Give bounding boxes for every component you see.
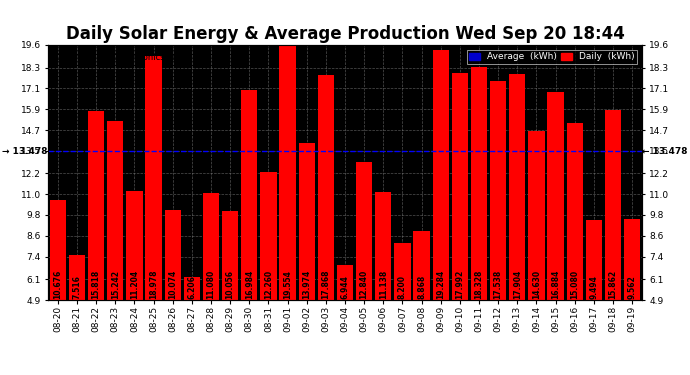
- Text: 7.516: 7.516: [72, 275, 81, 299]
- Text: 11.138: 11.138: [379, 270, 388, 299]
- Bar: [126, 190, 143, 300]
- Text: 12.840: 12.840: [359, 270, 368, 299]
- Bar: [184, 278, 200, 300]
- Text: 15.818: 15.818: [92, 270, 101, 299]
- Text: 13.974: 13.974: [302, 270, 311, 299]
- Text: 17.538: 17.538: [493, 270, 502, 299]
- Bar: [471, 67, 487, 300]
- Bar: [624, 219, 640, 300]
- Text: 6.206: 6.206: [188, 275, 197, 299]
- Text: → 13.478: → 13.478: [2, 147, 48, 156]
- Bar: [547, 92, 564, 300]
- Text: 11.204: 11.204: [130, 270, 139, 299]
- Bar: [356, 162, 373, 300]
- Bar: [260, 172, 277, 300]
- Title: Daily Solar Energy & Average Production Wed Sep 20 18:44: Daily Solar Energy & Average Production …: [66, 26, 624, 44]
- Bar: [69, 255, 85, 300]
- Text: 9.494: 9.494: [589, 275, 598, 299]
- Text: 16.884: 16.884: [551, 270, 560, 299]
- Bar: [413, 231, 430, 300]
- Bar: [241, 90, 257, 300]
- Bar: [279, 46, 296, 300]
- Bar: [222, 210, 238, 300]
- Text: ← 13.478: ← 13.478: [642, 147, 688, 156]
- Bar: [88, 111, 104, 300]
- Text: 19.284: 19.284: [436, 270, 445, 299]
- Bar: [490, 81, 506, 300]
- Text: 10.056: 10.056: [226, 270, 235, 299]
- Bar: [433, 51, 449, 300]
- Bar: [586, 220, 602, 300]
- Bar: [566, 123, 583, 300]
- Text: Copyright 2017 Cartronics.com: Copyright 2017 Cartronics.com: [55, 53, 186, 62]
- Text: 15.080: 15.080: [570, 270, 579, 299]
- Text: 8.200: 8.200: [398, 275, 407, 299]
- Bar: [394, 243, 411, 300]
- Text: 8.868: 8.868: [417, 275, 426, 299]
- Text: 14.630: 14.630: [532, 270, 541, 299]
- Text: 6.944: 6.944: [340, 275, 350, 299]
- Bar: [509, 74, 525, 300]
- Text: 10.676: 10.676: [53, 270, 62, 299]
- Bar: [529, 131, 544, 300]
- Bar: [452, 73, 468, 300]
- Text: 17.992: 17.992: [455, 270, 464, 299]
- Text: 12.260: 12.260: [264, 270, 273, 299]
- Text: 16.984: 16.984: [245, 270, 254, 299]
- Text: 18.978: 18.978: [149, 270, 158, 299]
- Text: 9.562: 9.562: [628, 275, 637, 299]
- Bar: [107, 121, 124, 300]
- Text: 15.242: 15.242: [111, 270, 120, 299]
- Text: 17.904: 17.904: [513, 270, 522, 299]
- Bar: [375, 192, 391, 300]
- Bar: [165, 210, 181, 300]
- Bar: [146, 56, 161, 300]
- Bar: [50, 200, 66, 300]
- Bar: [317, 75, 334, 300]
- Bar: [299, 142, 315, 300]
- Text: 19.554: 19.554: [283, 270, 292, 299]
- Bar: [203, 193, 219, 300]
- Bar: [605, 110, 621, 300]
- Legend: Average  (kWh), Daily  (kWh): Average (kWh), Daily (kWh): [466, 50, 637, 64]
- Text: 15.862: 15.862: [609, 270, 618, 299]
- Text: 18.328: 18.328: [475, 270, 484, 299]
- Text: 10.074: 10.074: [168, 270, 177, 299]
- Text: 11.080: 11.080: [206, 270, 215, 299]
- Bar: [337, 264, 353, 300]
- Text: 17.868: 17.868: [322, 270, 331, 299]
